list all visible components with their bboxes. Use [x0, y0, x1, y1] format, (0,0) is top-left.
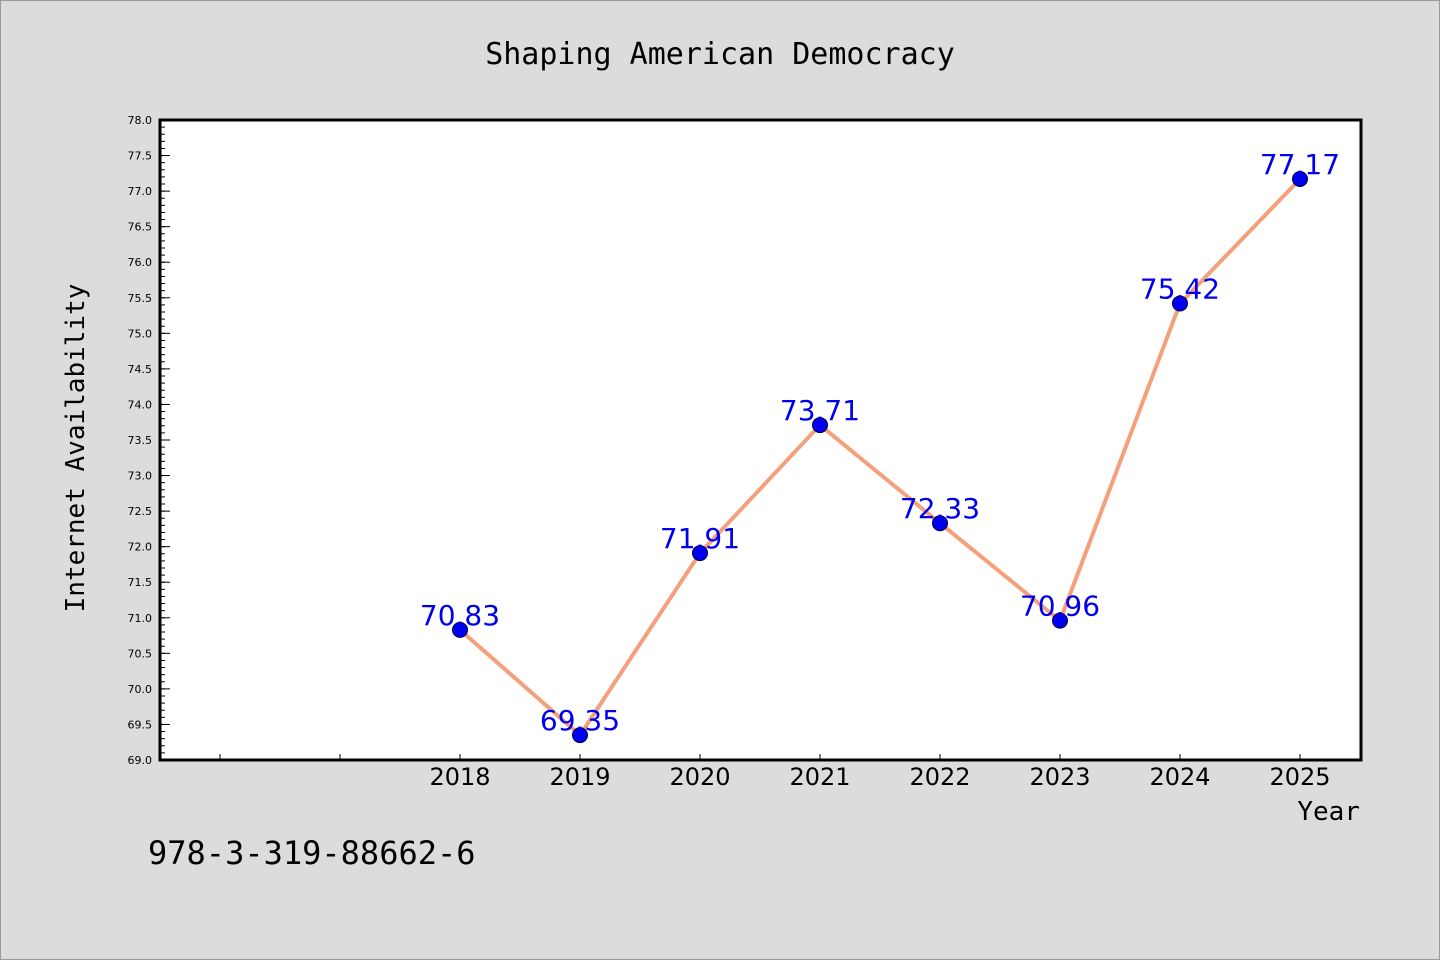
- data-label: 77.17: [1260, 148, 1340, 181]
- y-tick-label: 77.5: [128, 150, 153, 163]
- y-tick-label: 69.5: [128, 718, 153, 731]
- data-label: 72.33: [900, 492, 980, 525]
- x-axis: 2018 2019 2020 2021 2022 2023 2024 2025: [219, 754, 1331, 791]
- y-tick-label: 71.0: [128, 612, 153, 625]
- data-label: 70.96: [1020, 590, 1100, 623]
- chart-title: Shaping American Democracy: [485, 37, 955, 72]
- y-tick-label: 73.0: [128, 470, 153, 483]
- y-tick-label: 72.5: [128, 505, 153, 518]
- y-tick-label: 75.0: [128, 327, 153, 340]
- isbn-text: 978-3-319-88662-6: [148, 834, 476, 872]
- data-label: 70.83: [420, 599, 500, 632]
- data-label-layer: 70.83 69.35 71.91 73.71 72.33 70.96 75.42 77.17: [420, 148, 1340, 737]
- y-tick-label: 74.0: [128, 398, 153, 411]
- data-point-marker: [692, 545, 708, 562]
- x-tick-label: 2020: [669, 763, 730, 791]
- data-point-marker: [1052, 612, 1068, 629]
- data-point-marker: [812, 417, 828, 434]
- x-axis-label: Year: [1297, 797, 1360, 827]
- x-tick-label: 2022: [909, 763, 970, 791]
- y-tick-label: 70.0: [128, 683, 153, 696]
- x-tick-label: 2019: [549, 763, 610, 791]
- y-tick-label: 70.5: [128, 647, 153, 660]
- data-point-marker: [572, 727, 588, 744]
- y-tick-label: 76.0: [128, 256, 153, 269]
- y-axis-label: Internet Availability: [61, 284, 91, 613]
- data-point-marker: [1292, 171, 1308, 188]
- y-tick-label: 73.5: [128, 434, 153, 447]
- y-axis: 69.0 69.5 70.0 70.5 71.0 71.5 72.0 72.5 73.0 73.5…: [128, 114, 170, 767]
- series-layer: [452, 171, 1308, 744]
- x-tick-label: 2025: [1269, 763, 1330, 791]
- data-label: 71.91: [660, 522, 740, 555]
- data-point-marker: [452, 621, 468, 638]
- y-tick-label: 78.0: [128, 114, 153, 127]
- y-tick-label: 72.0: [128, 541, 153, 554]
- x-tick-label: 2021: [789, 763, 850, 791]
- data-point-marker: [932, 515, 948, 532]
- y-tick-label: 77.0: [128, 185, 153, 198]
- y-tick-label: 76.5: [128, 221, 153, 234]
- y-tick-label: 71.5: [128, 576, 153, 589]
- y-tick-label: 69.0: [128, 754, 153, 767]
- data-label: 73.71: [780, 394, 860, 427]
- x-tick-label: 2024: [1149, 763, 1210, 791]
- x-tick-label: 2023: [1029, 763, 1090, 791]
- data-label: 69.35: [540, 704, 620, 737]
- plot-area: [158, 118, 1363, 762]
- series-line: [458, 177, 1302, 738]
- y-tick-label: 74.5: [128, 363, 153, 376]
- x-tick-label: 2018: [429, 763, 490, 791]
- data-label: 75.42: [1140, 272, 1220, 305]
- data-point-marker: [1172, 295, 1188, 312]
- y-tick-label: 75.5: [128, 292, 153, 305]
